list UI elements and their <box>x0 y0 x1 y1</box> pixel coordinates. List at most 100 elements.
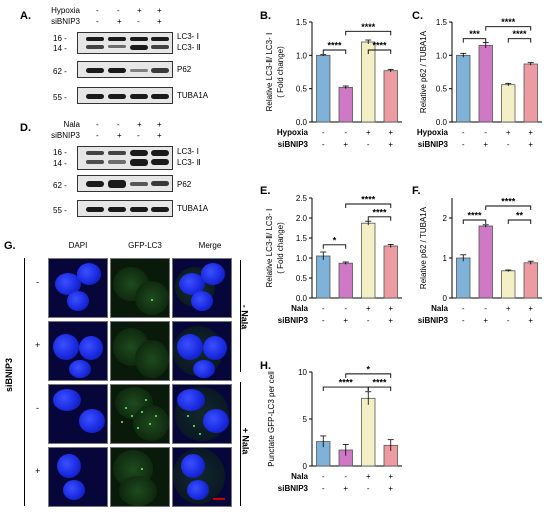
blot-a-sign: - <box>96 6 99 15</box>
condition-sign: - <box>322 140 325 149</box>
row-sign: - <box>36 403 39 413</box>
condition-sign: - <box>322 316 325 325</box>
band-label: LC3- Ⅰ <box>177 147 199 156</box>
condition-sign: + <box>366 304 371 313</box>
panel-label-h: H. <box>260 360 271 372</box>
merge-image <box>172 447 232 507</box>
row-sign: - <box>36 277 39 287</box>
significance-bracket <box>322 386 369 392</box>
bar <box>456 257 471 299</box>
panel-label-c: C. <box>412 10 423 22</box>
y-axis-label: Relative LC3-Ⅱ/ LC3- Ⅰ <box>265 33 274 112</box>
condition-sign: - <box>462 128 465 137</box>
panel-label-d: D. <box>20 122 31 134</box>
band-label: LC3- Ⅱ <box>177 158 201 167</box>
group-bracket-1 <box>240 260 241 372</box>
significance-bracket <box>462 38 487 43</box>
blot-a-tuba1a <box>77 87 173 104</box>
side-bracket <box>24 258 25 506</box>
chart-e: 0.0 0.5 1.0 1.5 2.0 2.5 Relative LC3-Ⅱ/ LC3- Ⅰ… <box>265 194 402 325</box>
significance-bracket <box>485 26 532 31</box>
condition-label: Hypoxia <box>277 128 309 137</box>
y-tick-label: 2 <box>443 214 448 223</box>
condition-sign: + <box>388 128 393 137</box>
blot-a-sign: - <box>117 6 120 15</box>
y-tick-label: 1.0 <box>296 51 308 60</box>
mw-marker: 62 - <box>53 181 67 190</box>
condition-sign: - <box>322 128 325 137</box>
y-tick-label: 1.0 <box>436 51 448 60</box>
column-label-dapi: DAPI <box>68 241 88 250</box>
y-tick-label: 5 <box>303 415 308 424</box>
merge-image <box>172 384 232 444</box>
bar <box>501 84 516 123</box>
blot-a-sign: - <box>96 17 99 26</box>
significance-bracket <box>485 205 532 210</box>
significance-bracket <box>345 203 392 208</box>
merge-image <box>172 258 232 318</box>
blot-d-sign: + <box>157 120 162 129</box>
gfp-lc3-image <box>110 258 170 318</box>
bar <box>478 44 493 123</box>
condition-sign: - <box>367 316 370 325</box>
group-label-plus-nala: + Nala <box>240 427 251 455</box>
condition-sign: + <box>343 316 348 325</box>
bar <box>316 54 331 123</box>
blot-d-sign: - <box>96 131 99 140</box>
y-axis-label: Relative LC3-Ⅱ/ LC3- Ⅰ <box>265 209 274 288</box>
y-tick-label: 0.5 <box>296 274 308 283</box>
panel-label-b: B. <box>260 10 271 22</box>
condition-label: siBNIP3 <box>278 484 309 493</box>
bar <box>338 86 353 123</box>
blot-d-tuba1a <box>77 200 173 217</box>
scale-bar <box>213 498 225 500</box>
condition-sign: - <box>462 140 465 149</box>
chart-b: 0.0 0.5 1.0 1.5 Relative LC3-Ⅱ/ LC3- Ⅰ( Fold… <box>265 18 402 149</box>
blot-d-sign: - <box>96 120 99 129</box>
y-tick-label: 0.0 <box>296 294 308 303</box>
y-tick-label: 0.5 <box>296 85 308 94</box>
blot-d-p62 <box>77 175 173 192</box>
significance-label: **** <box>361 195 376 205</box>
blot-a-row2-label: siBNIP3 <box>51 17 80 26</box>
condition-sign: - <box>344 472 347 481</box>
y-tick-label: 2.5 <box>296 194 308 203</box>
panel-label-g: G. <box>4 240 16 252</box>
significance-bracket <box>507 38 532 43</box>
merge-image <box>172 321 232 381</box>
panel-label-e: E. <box>260 185 271 197</box>
condition-label: siBNIP3 <box>278 316 309 325</box>
significance-label: * <box>366 364 370 374</box>
mw-marker: 14 - <box>53 159 67 168</box>
dapi-image <box>48 321 108 381</box>
condition-sign: - <box>507 316 510 325</box>
gfp-lc3-image <box>110 384 170 444</box>
significance-label: *** <box>469 29 480 39</box>
significance-label: **** <box>512 29 527 39</box>
condition-label: siBNIP3 <box>278 140 309 149</box>
condition-sign: - <box>484 128 487 137</box>
condition-sign: + <box>388 472 393 481</box>
side-label-sibnip3: siBNIP3 <box>4 357 15 393</box>
condition-sign: - <box>462 316 465 325</box>
condition-sign: - <box>484 304 487 313</box>
blot-d-sign: + <box>117 131 122 140</box>
blot-a-sign: + <box>137 6 142 15</box>
bar <box>478 225 493 299</box>
blot-d-row2-label: siBNIP3 <box>51 131 80 140</box>
blot-a-lc3 <box>77 32 173 54</box>
blot-d-row1-label: Nala <box>63 120 80 129</box>
bar <box>523 63 538 123</box>
condition-sign: + <box>528 140 533 149</box>
condition-sign: + <box>528 316 533 325</box>
bar <box>338 262 353 299</box>
significance-label: * <box>333 235 337 245</box>
blot-a-sign: + <box>117 17 122 26</box>
mw-marker: 16 - <box>53 34 67 43</box>
y-axis-label-2: ( Fold change) <box>276 222 285 274</box>
band-label: P62 <box>177 180 192 189</box>
condition-label: Nala <box>431 304 448 313</box>
